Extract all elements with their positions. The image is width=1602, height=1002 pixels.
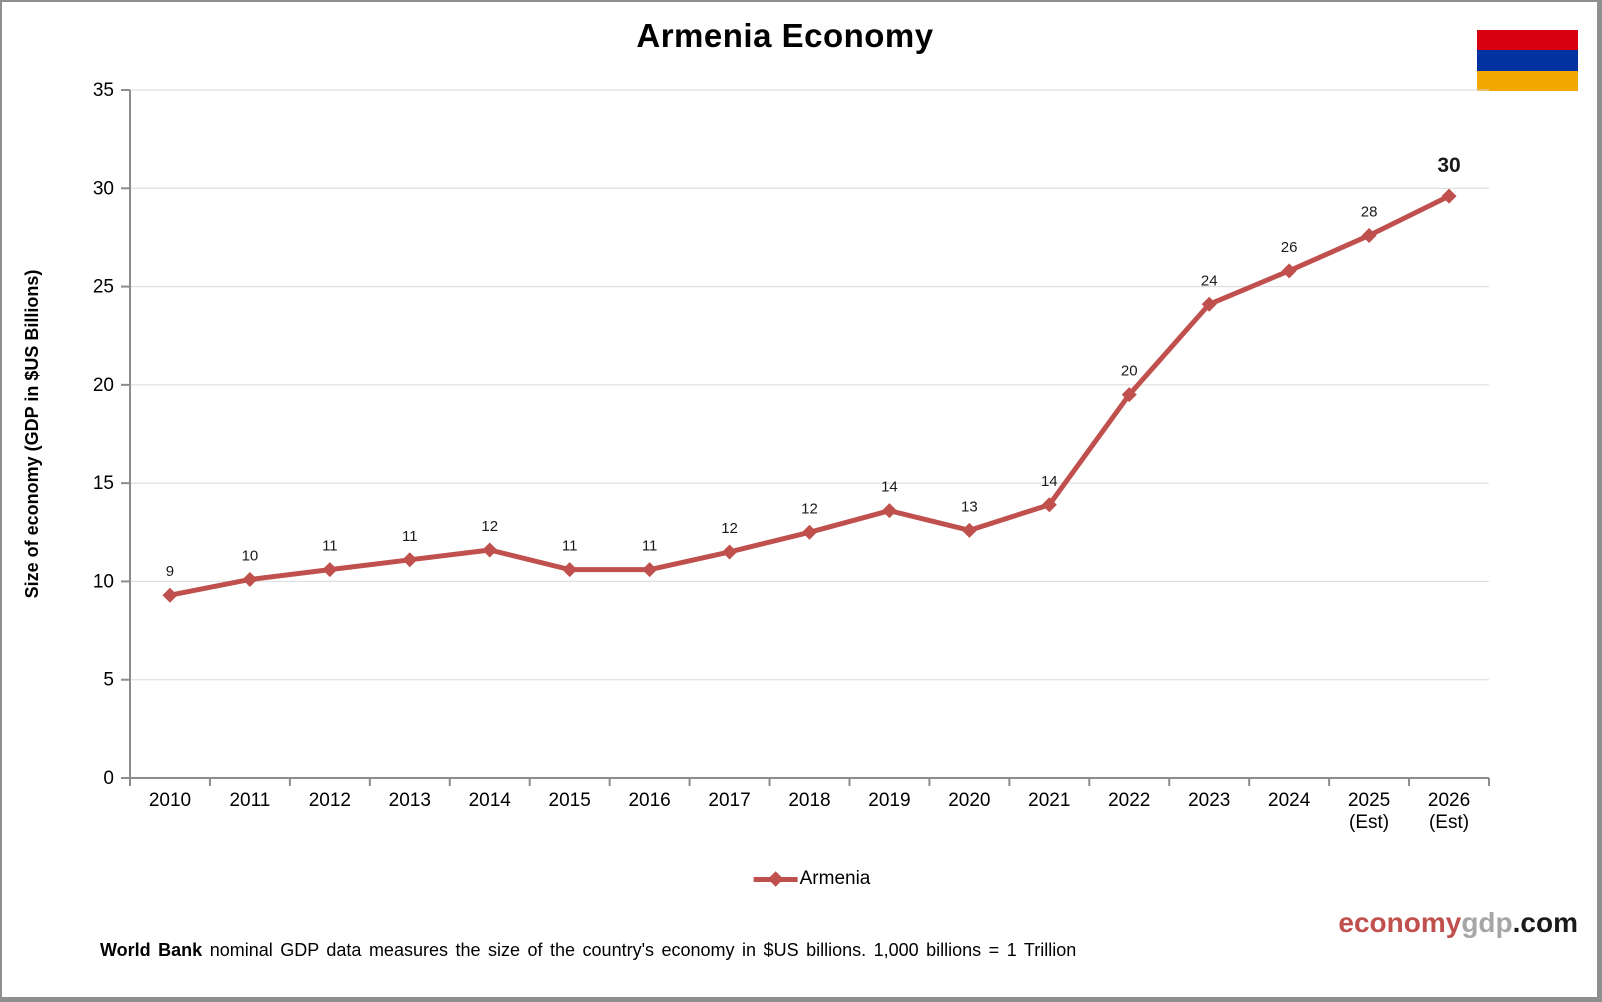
y-tick-label-0: 0 [103,768,114,789]
x-tick-label-2015: 2015 [549,790,591,811]
y-tick-label-25: 25 [93,277,114,298]
data-point-2013 [402,552,418,568]
data-point-2020 [961,522,977,538]
data-point-2019 [881,503,897,519]
footnote-text: nominal GDP data measures the size of th… [202,940,1077,960]
legend: Armenia [753,868,871,890]
brand-com-text: .com [1512,907,1578,938]
data-label-2024: 26 [1281,239,1298,256]
x-tick-label-2018: 2018 [788,790,830,811]
data-point-2016 [642,562,658,578]
data-point-2018 [802,524,817,540]
data-label-2019: 14 [881,479,898,496]
data-label-2012: 11 [322,538,338,555]
flag-stripe-orange [1477,70,1578,91]
brand-gdp-text: gdp [1461,907,1513,938]
x-tick-label-2025-Est-: (Est) [1349,812,1389,833]
flag-stripe-blue [1477,50,1578,71]
y-tick-label-35: 35 [93,80,114,101]
x-tick-label-2013: 2013 [389,790,431,811]
data-label-2010: 9 [166,563,174,580]
x-tick-label-2026-Est-: (Est) [1429,812,1469,833]
x-tick-label-2023: 2023 [1188,790,1230,811]
data-label-2025: 28 [1361,203,1378,220]
data-label-2017: 12 [721,520,738,537]
y-tick-label-20: 20 [93,375,114,396]
data-point-2022 [1121,387,1137,403]
x-tick-label-2020: 2020 [948,790,990,811]
data-label-2022: 20 [1121,363,1138,380]
data-label-2015: 11 [562,538,578,555]
data-point-2021 [1041,497,1057,513]
data-label-2026: 30 [1437,154,1460,177]
x-tick-label-2011: 2011 [229,790,270,811]
y-axis-title: Size of economy (GDP in $US Billions) [22,270,42,599]
data-point-2010 [162,587,178,603]
data-label-2014: 12 [481,518,498,535]
data-label-2011: 10 [242,547,259,564]
x-tick-label-2012: 2012 [309,790,351,811]
footnote: World Bank nominal GDP data measures the… [100,940,1076,961]
data-point-2015 [562,562,578,578]
data-label-2016: 11 [642,538,658,555]
y-tick-label-10: 10 [93,571,114,592]
data-point-2026 [1441,188,1457,204]
data-point-2024 [1281,263,1297,279]
legend-label: Armenia [799,868,871,889]
brand-watermark: economygdp.com [1338,907,1578,939]
x-tick-label-2014: 2014 [469,790,512,811]
data-point-2025 [1361,227,1377,243]
legend-diamond-icon [767,871,784,887]
x-tick-label-2021: 2021 [1028,790,1070,811]
data-label-2021: 14 [1041,473,1058,490]
y-tick-label-30: 30 [93,178,114,199]
y-tick-label-15: 15 [93,473,114,494]
x-tick-label-2025-Est-: 2025 [1348,790,1390,811]
data-point-2017 [722,544,738,560]
data-label-2013: 11 [402,528,418,545]
x-tick-label-2016: 2016 [628,790,670,811]
data-point-2023 [1201,296,1217,312]
chart-title: Armenia Economy [636,17,934,54]
x-tick-label-2026-Est-: 2026 [1428,790,1470,811]
y-tick-label-5: 5 [103,670,114,691]
x-tick-label-2010: 2010 [149,790,191,811]
armenia-flag-icon [1477,30,1578,91]
data-point-2011 [242,571,258,587]
data-label-2020: 13 [961,498,978,515]
footnote-bold-text: World Bank [100,940,203,960]
flag-stripe-red [1477,30,1578,51]
brand-economy-text: economy [1338,907,1462,938]
data-point-2014 [482,542,498,558]
x-tick-label-2019: 2019 [868,790,910,811]
x-tick-label-2017: 2017 [708,790,750,811]
legend-line-icon [753,871,798,887]
data-point-2012 [322,562,338,578]
x-tick-label-2024: 2024 [1268,790,1311,811]
x-tick-label-2022: 2022 [1108,790,1150,811]
data-label-2023: 24 [1201,272,1218,289]
data-label-2018: 12 [801,500,818,517]
